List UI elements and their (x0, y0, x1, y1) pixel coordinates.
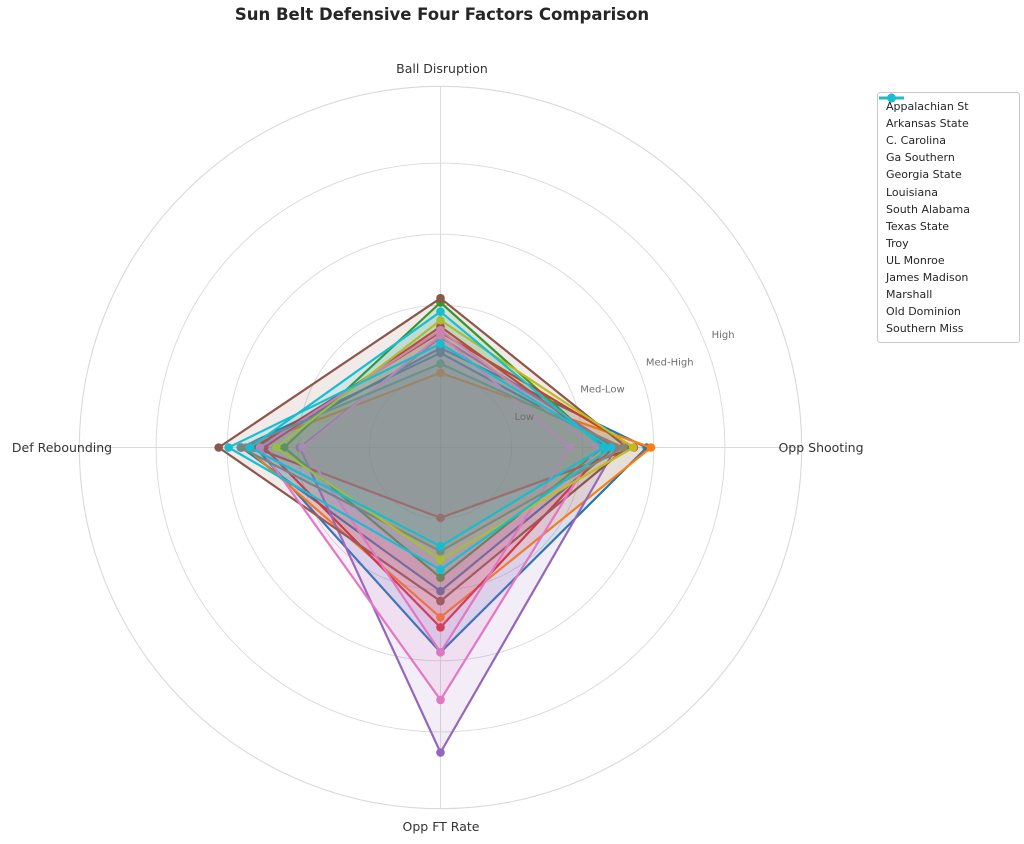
data-point (436, 623, 445, 632)
legend-item-7: Texas State (879, 93, 1012, 235)
legend-label: Ga Southern (886, 151, 955, 165)
legend-item-13: Southern Miss (879, 93, 1012, 337)
legend-label: Arkansas State (886, 117, 969, 131)
data-point (646, 443, 656, 452)
series-fill-0 (255, 348, 647, 653)
data-point (214, 443, 223, 452)
data-point (436, 565, 445, 575)
series-fill-13 (228, 343, 612, 570)
data-point (236, 443, 246, 452)
data-point (436, 573, 445, 582)
data-point (436, 307, 445, 316)
data-point (436, 596, 445, 606)
series-fill-5 (254, 332, 634, 518)
data-point (436, 613, 445, 622)
series-fill-2 (245, 372, 651, 618)
legend-label: UL Monroe (886, 253, 945, 267)
data-point (436, 695, 445, 705)
legend-item-12: Old Dominion (879, 93, 1012, 320)
axis-label-3: Def Rebounding (12, 440, 112, 455)
legend-item-1: Arkansas State (879, 93, 1012, 132)
axis-label-2: Opp FT Rate (403, 819, 480, 834)
radial-tick-label: Low (515, 412, 535, 423)
legend-item-5: Louisiana (879, 93, 1012, 200)
legend-label: Texas State (886, 219, 950, 233)
radial-tick-label: Med-Low (580, 385, 624, 396)
legend-label: Georgia State (886, 168, 962, 182)
data-point (565, 443, 575, 452)
data-point (255, 443, 265, 452)
data-point (436, 647, 445, 657)
axis-label-0: Ball Disruption (396, 61, 488, 76)
data-point (224, 443, 233, 452)
legend-item-3: Ga Southern (879, 93, 1012, 166)
legend-item-8: Troy (879, 93, 1012, 252)
legend-label: Southern Miss (886, 322, 964, 336)
series-fill-6 (299, 337, 617, 753)
legend-line-marker-icon (879, 93, 904, 103)
data-point (436, 339, 445, 348)
chart-title: Sun Belt Defensive Four Factors Comparis… (234, 5, 650, 24)
data-point (436, 293, 445, 303)
data-point (436, 368, 445, 378)
legend-label: C. Carolina (886, 134, 946, 148)
series-fill-7 (218, 298, 627, 602)
legend-label: Marshall (886, 288, 933, 302)
data-point (436, 325, 445, 335)
legend-item-10: James Madison (879, 93, 1012, 286)
legend-label: Troy (886, 236, 909, 250)
data-point (436, 315, 445, 325)
data-point (245, 443, 255, 452)
legend-item-4: Georgia State (879, 93, 1012, 183)
series-fill-10 (240, 363, 624, 552)
radial-tick-label: Med-High (646, 357, 694, 368)
legend-item-9: UL Monroe (879, 93, 1012, 269)
data-point (436, 748, 445, 757)
data-point (271, 443, 281, 452)
series-fill-8 (302, 335, 570, 653)
series-fill-9 (259, 330, 597, 700)
legend-label: Louisiana (886, 185, 938, 199)
series-fill-12 (250, 311, 604, 547)
data-point (436, 586, 445, 596)
legend-item-2: C. Carolina (879, 93, 1012, 149)
data-point (618, 443, 628, 452)
data-point (606, 443, 616, 452)
legend-label: James Madison (886, 270, 969, 284)
legend-item-11: Marshall (879, 93, 1012, 303)
data-point (279, 443, 289, 452)
legend-item-6: South Alabama (879, 93, 1012, 218)
data-point (436, 555, 445, 565)
axis-label-1: Opp Shooting (778, 440, 863, 455)
data-point (436, 513, 445, 523)
radial-tick-label: High (712, 330, 735, 341)
data-point (436, 542, 445, 551)
data-point (298, 443, 307, 452)
data-point (436, 359, 445, 368)
data-point (628, 443, 638, 452)
legend: Appalachian St Arkansas State C. Carolina G… (877, 92, 1020, 344)
series-fill-3 (284, 302, 603, 578)
legend-label: Appalachian St (886, 100, 969, 114)
data-point (436, 348, 445, 358)
legend-label: South Alabama (886, 202, 970, 216)
legend-label: Old Dominion (886, 305, 961, 319)
